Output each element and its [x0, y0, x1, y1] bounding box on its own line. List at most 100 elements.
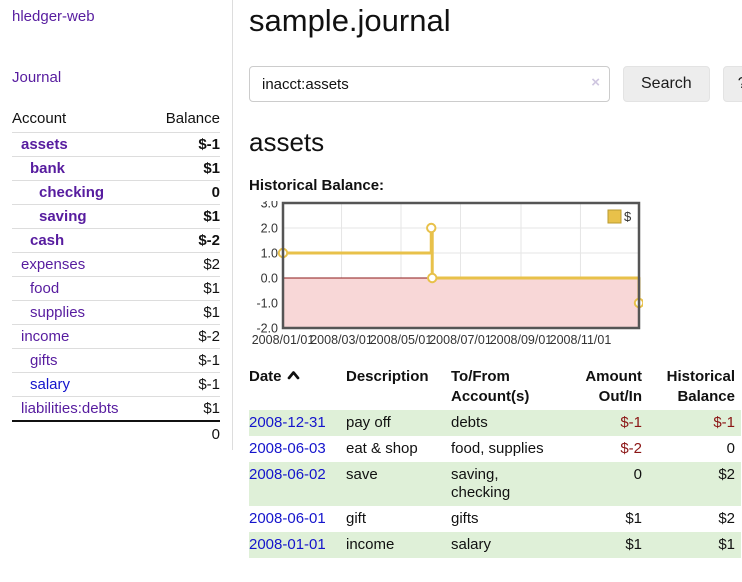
cell-description: pay off	[346, 414, 391, 431]
accounts-header-balance: Balance	[165, 110, 220, 127]
sidebar: hledger-web Journal Account Balance asse…	[0, 0, 233, 450]
svg-text:2008/09/01: 2008/09/01	[490, 333, 553, 347]
cell-accounts: gifts	[451, 510, 479, 527]
account-row: bank $1	[12, 156, 220, 181]
cell-description: save	[346, 466, 378, 483]
transaction-row: 2008-12-31 pay off debts $-1 $-1	[249, 410, 741, 436]
account-link-gifts[interactable]: gifts	[30, 352, 58, 369]
cell-accounts: food, supplies	[451, 440, 544, 457]
account-balance: $1	[203, 208, 220, 225]
svg-text:$: $	[624, 209, 632, 224]
account-row: food $1	[12, 276, 220, 301]
cell-description: income	[346, 536, 395, 553]
cell-balance: 0	[726, 440, 735, 457]
page-title: sample.journal	[249, 3, 451, 38]
svg-text:1.0: 1.0	[261, 247, 278, 261]
sort-ascending-icon	[287, 371, 299, 380]
search-input[interactable]	[249, 66, 610, 102]
account-link-salary[interactable]: salary	[30, 376, 71, 393]
main-content: sample.journal × Search ? assets Histori…	[233, 0, 742, 558]
search-button[interactable]: Search	[623, 66, 710, 102]
account-link-food[interactable]: food	[30, 280, 60, 297]
search-box: ×	[249, 66, 610, 102]
svg-text:2008/01/01: 2008/01/01	[252, 333, 315, 347]
account-row: income $-2	[12, 324, 220, 349]
accounts-total-value: 0	[211, 426, 220, 443]
account-link-income[interactable]: income	[21, 328, 70, 345]
transaction-row: 2008-06-03 eat & shop food, supplies $-2 0	[249, 436, 741, 462]
cell-date: 2008-06-03	[249, 436, 346, 462]
cell-balance: $-1	[713, 414, 735, 431]
accounts-header-account: Account	[12, 110, 67, 127]
register-header-balance: Historical Balance	[666, 368, 735, 405]
account-balance: $-2	[198, 328, 220, 345]
transaction-row: 2008-01-01 income salary $1 $1	[249, 532, 741, 558]
svg-text:0.0: 0.0	[261, 272, 278, 286]
account-link-checking[interactable]: checking	[39, 184, 105, 201]
account-link-liabilities:debts[interactable]: liabilities:debts	[21, 400, 119, 417]
account-row: salary $-1	[12, 372, 220, 397]
register-header-accounts: To/From Account(s)	[451, 368, 530, 405]
account-link-assets[interactable]: assets	[21, 136, 68, 153]
cell-date: 2008-01-01	[249, 532, 346, 558]
cell-accounts: debts	[451, 414, 488, 431]
account-balance: $1	[203, 280, 220, 297]
cell-amount: $1	[625, 510, 642, 527]
cell-amount: $1	[625, 536, 642, 553]
help-button[interactable]: ?	[722, 66, 742, 102]
transaction-date-link[interactable]: 2008-06-03	[249, 440, 326, 457]
account-balance: $1	[203, 160, 220, 177]
account-row: supplies $1	[12, 300, 220, 325]
sidebar-item-journal[interactable]: Journal	[12, 69, 62, 86]
search-form: × Search ?	[249, 66, 742, 102]
account-link-cash[interactable]: cash	[30, 232, 65, 249]
cell-date: 2008-06-01	[249, 506, 346, 532]
account-link-saving[interactable]: saving	[39, 208, 87, 225]
cell-amount: $-1	[620, 414, 642, 431]
cell-balance: $2	[718, 510, 735, 527]
account-balance: $1	[203, 304, 220, 321]
transaction-date-link[interactable]: 2008-12-31	[249, 414, 326, 431]
svg-text:2008/07/01: 2008/07/01	[429, 333, 492, 347]
register-header-description: Description	[346, 368, 429, 385]
transaction-date-link[interactable]: 2008-06-02	[249, 466, 326, 483]
cell-balance: $2	[718, 466, 735, 483]
transaction-row: 2008-06-01 gift gifts $1 $2	[249, 506, 741, 532]
account-balance: $-1	[198, 136, 220, 153]
svg-text:2.0: 2.0	[261, 222, 278, 236]
account-balance: $2	[203, 256, 220, 273]
account-row: gifts $-1	[12, 348, 220, 373]
account-balance: $-1	[198, 376, 220, 393]
account-heading: assets	[249, 127, 325, 157]
transaction-date-link[interactable]: 2008-01-01	[249, 536, 326, 553]
chart-title: Historical Balance:	[249, 177, 385, 194]
account-link-bank[interactable]: bank	[30, 160, 66, 177]
svg-text:-2.0: -2.0	[256, 322, 278, 336]
app-title-link[interactable]: hledger-web	[12, 8, 95, 25]
account-balance: $1	[203, 400, 220, 417]
cell-amount: 0	[633, 466, 642, 483]
cell-amount: $-2	[620, 440, 642, 457]
cell-description: gift	[346, 510, 367, 527]
accounts-table: Account Balance assets $-1 bank $1 checking 0…	[12, 107, 220, 447]
cell-accounts: salary	[451, 536, 492, 553]
cell-accounts: saving, checking	[451, 466, 511, 501]
account-link-supplies[interactable]: supplies	[30, 304, 86, 321]
transaction-row: 2008-06-02 save saving, checking 0 $2	[249, 462, 741, 506]
cell-description: eat & shop	[346, 440, 418, 457]
account-row: assets $-1	[12, 132, 220, 157]
svg-text:2008/03/01: 2008/03/01	[310, 333, 373, 347]
account-link-expenses[interactable]: expenses	[21, 256, 86, 273]
register-table: Date Description To/From Account(s) Amou…	[249, 364, 741, 558]
register-header-amount: Amount Out/In	[585, 368, 642, 405]
svg-text:3.0: 3.0	[261, 201, 278, 211]
cell-balance: $1	[718, 536, 735, 553]
clear-search-icon[interactable]: ×	[591, 74, 600, 91]
accounts-total-row: 0	[12, 421, 220, 447]
historical-balance-chart: $3.0 2.0 1.0 0.0 -1.0 -2.0 2008/01/01 2008/03/0…	[249, 197, 742, 354]
cell-date: 2008-06-02	[249, 462, 346, 506]
transaction-date-link[interactable]: 2008-06-01	[249, 510, 326, 527]
svg-text:2008/05/01: 2008/05/01	[370, 333, 433, 347]
account-row: cash $-2	[12, 228, 220, 253]
register-header-date[interactable]: Date	[249, 364, 346, 410]
